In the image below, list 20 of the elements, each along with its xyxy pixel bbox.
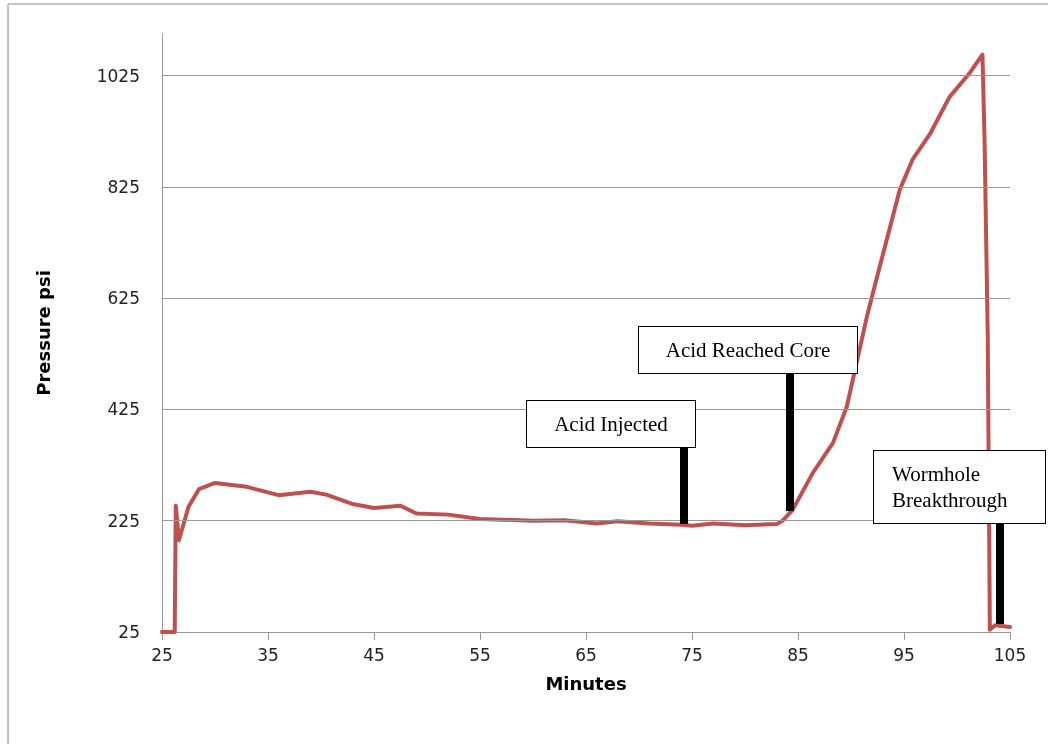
y-tick-label: 425 <box>107 399 140 420</box>
x-tick-label: 95 <box>893 644 915 665</box>
y-tick-label: 625 <box>107 288 140 309</box>
x-tick-label: 75 <box>681 644 703 665</box>
x-tick-label: 105 <box>993 644 1027 665</box>
y-axis-title: Pressure psi <box>32 270 54 396</box>
annotation: Acid Reached Core <box>638 326 858 374</box>
annotation: Acid Injected <box>526 400 696 448</box>
x-tick-label: 65 <box>575 644 597 665</box>
y-tick-label: 25 <box>118 622 140 642</box>
x-axis-title: Minutes <box>545 672 627 694</box>
x-tick-label: 55 <box>469 644 491 665</box>
x-tick-label: 85 <box>787 644 809 665</box>
x-tick-label: 25 <box>151 644 173 665</box>
x-tick-label: 45 <box>363 644 385 665</box>
y-tick-label: 1025 <box>96 65 140 86</box>
x-tick-label: 35 <box>257 644 279 665</box>
y-tick-label: 825 <box>107 176 140 197</box>
y-tick-label: 225 <box>107 510 140 531</box>
annotation: Wormhole Breakthrough <box>873 450 1046 524</box>
